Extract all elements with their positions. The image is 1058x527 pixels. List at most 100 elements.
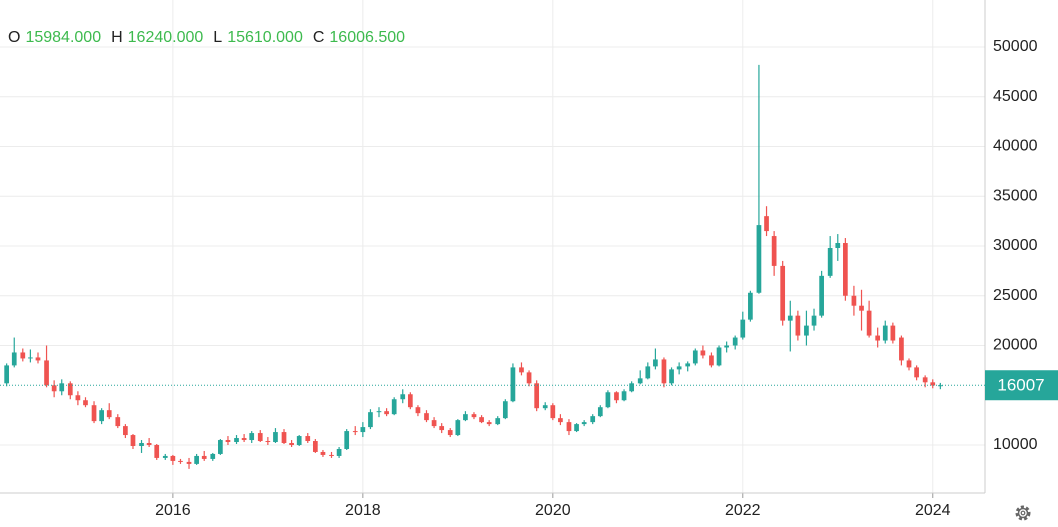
y-tick-label: 35000 — [993, 187, 1038, 204]
candle-body — [67, 383, 73, 396]
candle-body — [835, 243, 841, 248]
candle-body — [566, 422, 572, 432]
candle-body — [890, 325, 896, 341]
candle-body — [526, 372, 532, 384]
candle-body — [51, 385, 57, 392]
candle-body — [35, 357, 41, 361]
candle-body — [542, 405, 548, 409]
candle-body — [249, 433, 255, 441]
candle-body — [201, 455, 207, 459]
x-tick-label: 2020 — [535, 502, 571, 519]
candle-body — [811, 315, 817, 326]
ohlc-value: 16240.000 — [128, 29, 204, 46]
candle-body — [510, 367, 516, 402]
candle-body — [843, 243, 848, 296]
candle-body — [83, 400, 88, 406]
candle-body — [265, 441, 271, 443]
x-tick-label: 2016 — [155, 502, 191, 519]
candle-body — [400, 394, 406, 400]
candle-body — [463, 414, 468, 421]
candle-body — [4, 365, 10, 384]
candle-body — [882, 325, 888, 341]
candle-body — [716, 347, 722, 366]
candle-body — [59, 383, 65, 392]
candle-body — [115, 417, 121, 427]
candle-body — [91, 405, 97, 422]
candle-body — [146, 443, 152, 446]
candle-body — [590, 416, 596, 423]
candle-body — [210, 453, 216, 459]
gear-teeth — [1015, 505, 1031, 521]
candle-body — [764, 216, 769, 232]
candle-body — [241, 438, 247, 441]
candle-body — [692, 350, 698, 364]
candle-body — [502, 401, 508, 419]
candle-body — [368, 412, 373, 428]
candle-body — [455, 420, 461, 436]
candle-body — [407, 394, 413, 408]
candle-body — [519, 367, 524, 373]
candle-body — [637, 378, 643, 384]
candle-body — [273, 432, 278, 443]
candle-body — [75, 395, 81, 401]
candle-body — [234, 438, 239, 443]
ohlc-key: O — [8, 29, 20, 46]
candle-body — [170, 455, 176, 461]
candle-body — [930, 382, 936, 386]
candle-body — [866, 310, 872, 336]
candle-body — [771, 236, 777, 266]
y-tick-label: 20000 — [993, 337, 1038, 354]
candle-body — [558, 418, 563, 423]
candle-body — [621, 391, 627, 401]
candle-body — [700, 350, 706, 356]
candle-body — [178, 460, 183, 462]
candle-body — [685, 363, 691, 367]
candle-body — [661, 359, 667, 384]
candle-body — [550, 405, 556, 419]
candle-body — [415, 407, 421, 414]
y-tick-label: 25000 — [993, 287, 1038, 304]
settings-icon[interactable] — [1015, 505, 1031, 521]
y-tick-label: 10000 — [993, 436, 1038, 453]
ohlc-value: 15610.000 — [227, 29, 303, 46]
candle-body — [431, 420, 437, 427]
candle-body — [186, 461, 192, 464]
candle-body — [922, 377, 928, 383]
candle-body — [495, 418, 501, 425]
y-tick-label: 40000 — [993, 138, 1038, 155]
candle-body — [424, 413, 429, 421]
candle-body — [289, 443, 294, 446]
y-tick-label: 30000 — [993, 237, 1038, 254]
candle-body — [11, 352, 17, 366]
gear-hole — [1020, 510, 1026, 516]
ohlc-key: C — [313, 29, 325, 46]
candle-body — [99, 410, 104, 422]
last-price-label: 16007 — [997, 376, 1044, 395]
candle-body — [130, 435, 136, 446]
candle-body — [938, 385, 943, 387]
candle-body — [756, 225, 762, 293]
candle-body — [471, 414, 477, 418]
candle-body — [851, 295, 857, 306]
candle-body — [20, 352, 26, 359]
candle-body — [597, 407, 603, 417]
ohlc-value: 16006.500 — [329, 29, 405, 46]
candle-body — [605, 392, 611, 408]
candle-body — [732, 337, 738, 346]
candle-body — [804, 325, 809, 336]
candle-body — [384, 411, 389, 415]
candle-body — [740, 319, 746, 338]
x-tick-label: 2022 — [725, 502, 761, 519]
candle-body — [645, 366, 651, 379]
candle-body — [106, 410, 112, 418]
candle-body — [669, 369, 674, 384]
y-tick-label: 50000 — [993, 38, 1038, 55]
candle-body — [914, 367, 919, 378]
candle-body — [574, 424, 579, 432]
candle-body — [360, 427, 366, 433]
candle-body — [724, 345, 729, 348]
candle-body — [906, 360, 912, 368]
ohlc-value: 15984.000 — [25, 29, 101, 46]
